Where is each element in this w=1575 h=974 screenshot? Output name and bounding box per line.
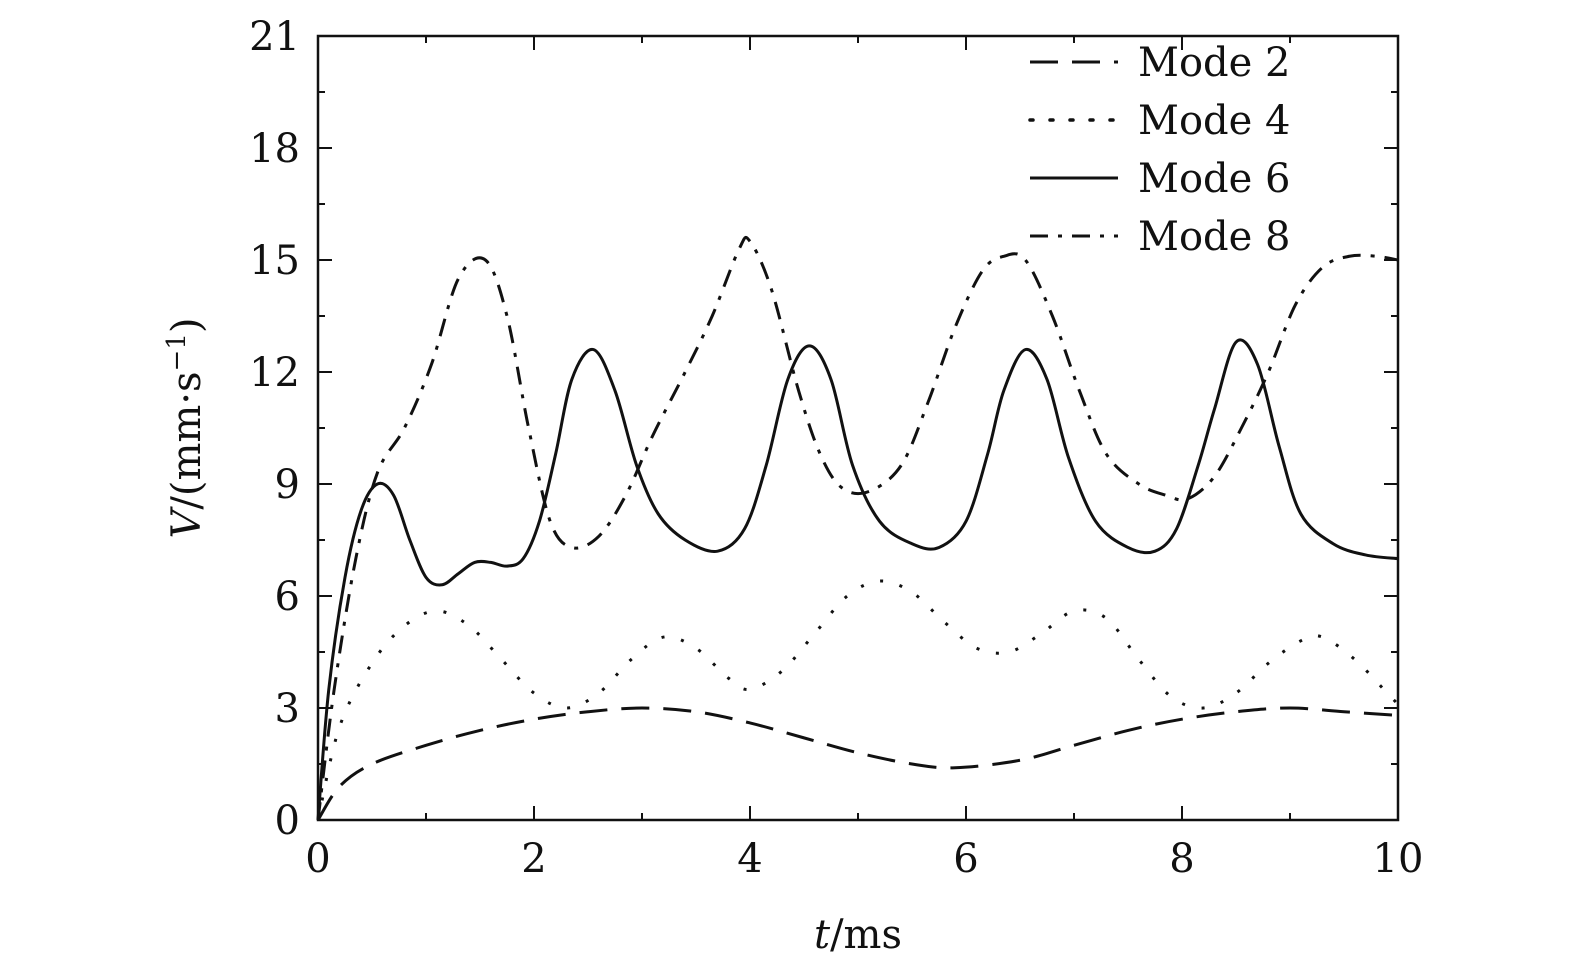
plot-frame [316,34,1400,822]
plot-area [316,34,1400,822]
series-line-mode-2 [316,706,1399,821]
x-tick-label: 4 [737,836,762,882]
axis-ticks [317,35,1399,821]
legend: Mode 2 Mode 4 Mode 6 Mode 8 [1028,40,1290,260]
y-tick-label: 21 [249,14,300,60]
y-axis-label: V/(mm·s−1) [162,317,210,538]
x-tick-label: 2 [521,836,546,882]
legend-label-mode-2: Mode 2 [1138,40,1290,86]
y-tick-label: 15 [249,238,300,284]
x-tick-label: 10 [1373,836,1424,882]
y-tick-label: 18 [249,126,300,172]
x-tick-label: 0 [305,836,330,882]
legend-label-mode-6: Mode 6 [1138,156,1290,202]
y-tick-label: 3 [275,686,300,732]
series-group [316,235,1400,821]
legend-label-mode-8: Mode 8 [1138,214,1290,260]
series-line-mode-8 [316,235,1399,821]
x-axis-label: t/ms [814,912,902,958]
y-tick-label: 9 [275,462,300,508]
tick-labels: 0 2 4 6 8 10 0 3 6 9 12 15 18 21 [249,14,1423,882]
legend-label-mode-4: Mode 4 [1138,98,1290,144]
y-tick-label: 12 [249,350,300,396]
y-tick-label: 0 [275,798,300,844]
series-line-mode-4 [316,579,1400,821]
series-line-mode-6 [316,338,1399,821]
x-tick-label: 8 [1169,836,1194,882]
x-tick-label: 6 [953,836,978,882]
y-tick-label: 6 [275,574,300,620]
